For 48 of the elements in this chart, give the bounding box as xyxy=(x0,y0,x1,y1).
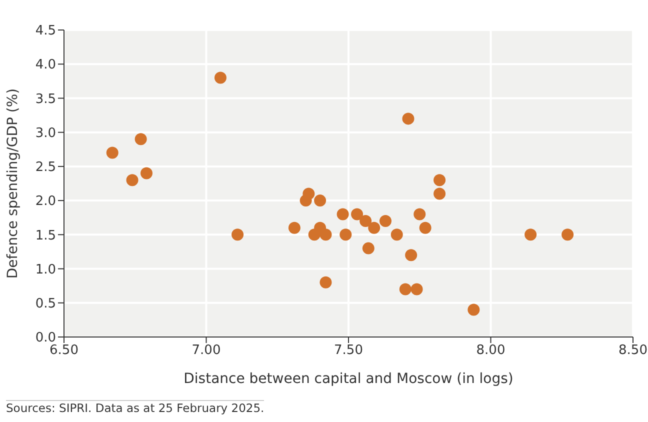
x-tick-label: 8.50 xyxy=(618,343,648,358)
point xyxy=(360,215,372,228)
y-tick-label: 0.0 xyxy=(35,330,56,346)
point xyxy=(405,249,418,262)
point xyxy=(468,304,480,316)
point xyxy=(288,222,300,234)
point xyxy=(362,242,374,254)
y-tick-label: 4.5 xyxy=(35,24,56,39)
y-tick-label: 2.5 xyxy=(35,160,56,176)
point xyxy=(214,72,226,84)
point xyxy=(351,208,364,220)
point xyxy=(434,188,446,200)
y-tick-label: 1.5 xyxy=(35,228,56,244)
point xyxy=(524,228,537,241)
point xyxy=(390,228,403,241)
point xyxy=(232,228,244,241)
point xyxy=(320,228,332,241)
point xyxy=(410,283,423,296)
point xyxy=(399,283,412,296)
y-tick-label: 0.5 xyxy=(35,296,56,312)
point xyxy=(134,133,147,146)
point xyxy=(368,222,380,234)
y-tick-label: 2.0 xyxy=(35,194,56,210)
x-tick-label: 7.50 xyxy=(334,343,363,358)
point xyxy=(340,228,352,241)
point xyxy=(379,215,392,228)
source-note: Sources: SIPRI. Data as at 25 February 2025. xyxy=(6,400,264,415)
x-tick-label: 7.00 xyxy=(192,343,221,358)
point xyxy=(336,208,349,220)
y-axis-title: Defence spending/GDP (%) xyxy=(4,88,21,279)
y-tick-label: 3.5 xyxy=(35,92,56,107)
point xyxy=(302,188,315,200)
point xyxy=(414,208,426,220)
y-tick-label: 4.0 xyxy=(35,58,56,73)
point xyxy=(320,276,332,288)
point xyxy=(434,174,446,186)
point xyxy=(126,174,138,186)
y-tick-label: 1.0 xyxy=(35,262,56,278)
point xyxy=(419,222,432,234)
point xyxy=(562,228,574,241)
point xyxy=(140,167,153,180)
x-tick-label: 8.00 xyxy=(476,343,506,358)
point xyxy=(106,146,118,159)
x-axis-title: Distance between capital and Moscow (in logs) xyxy=(184,371,514,387)
y-tick-label: 3.0 xyxy=(35,126,56,141)
point xyxy=(314,194,326,207)
point xyxy=(402,112,414,125)
x-tick-label: 6.50 xyxy=(50,343,78,358)
